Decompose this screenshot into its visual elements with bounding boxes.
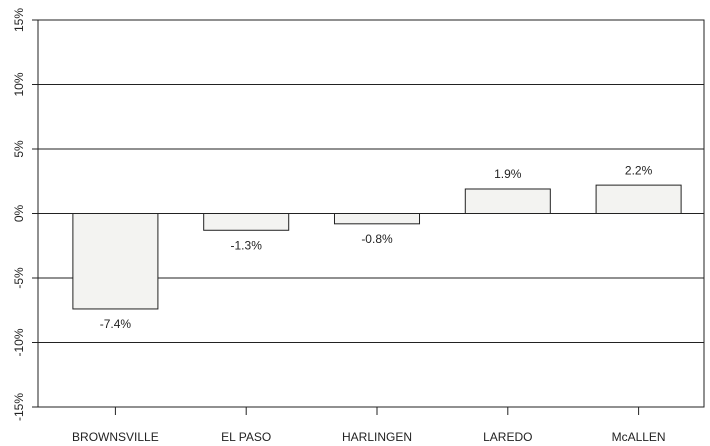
bar: [72, 213, 159, 310]
value-label: 2.2%: [625, 163, 653, 177]
x-tick-label: BROWNSVILLE: [72, 430, 159, 444]
x-tick-label: HARLINGEN: [342, 430, 412, 444]
y-tick-label: 10%: [12, 72, 26, 96]
x-tick-label: McALLEN: [612, 430, 666, 444]
bar: [464, 188, 551, 215]
x-tick-label: LAREDO: [483, 430, 532, 444]
y-tick-label: -15%: [12, 393, 26, 421]
x-tick-label: EL PASO: [221, 430, 271, 444]
y-tick-label: 0%: [12, 204, 26, 222]
value-label: -1.3%: [231, 238, 263, 252]
y-tick-label: 5%: [12, 140, 26, 158]
bar: [203, 213, 290, 231]
bar: [333, 213, 421, 225]
y-tick-label: -5%: [12, 267, 26, 289]
y-tick-label: 15%: [12, 8, 26, 32]
bar: [595, 184, 682, 214]
value-label: 1.9%: [494, 167, 522, 181]
y-tick-label: -10%: [12, 328, 26, 356]
value-label: -7.4%: [100, 317, 132, 331]
value-label: -0.8%: [361, 232, 393, 246]
